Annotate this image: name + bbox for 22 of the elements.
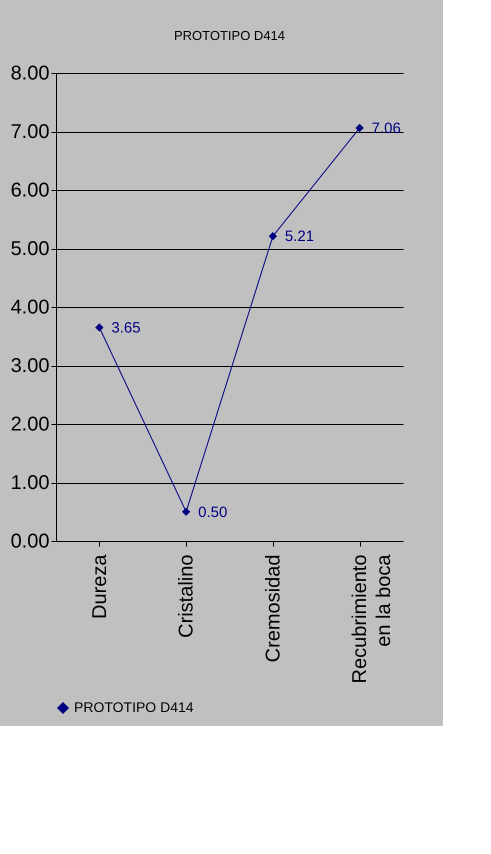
y-tick-label: 2.00 <box>10 414 50 436</box>
y-tick-label: 5.00 <box>10 238 50 260</box>
x-tick-label: Cristalino <box>176 554 198 638</box>
y-tick-label: 1.00 <box>10 472 50 494</box>
y-tick-label: 4.00 <box>10 296 50 318</box>
y-tick-label: 8.00 <box>10 62 50 84</box>
data-label: 0.50 <box>198 504 228 521</box>
x-tick-label: Recubrimiento en la boca <box>349 554 396 684</box>
y-tick-label: 6.00 <box>10 180 50 202</box>
point <box>355 124 364 132</box>
legend-label: PROTOTIPO D414 <box>74 699 194 715</box>
x-tick-label: Cremosidad <box>262 554 284 662</box>
x-tick-label: Dureza <box>88 554 111 619</box>
data-label: 5.21 <box>284 228 314 246</box>
data-label: 3.65 <box>111 319 141 336</box>
point <box>95 323 104 332</box>
y-tick-label: 3.00 <box>10 355 50 377</box>
chart-title: PROTOTIPO D414 <box>174 28 286 43</box>
y-tick-label: 7.00 <box>10 121 50 143</box>
y-tick-label: 0.00 <box>10 530 50 552</box>
point <box>268 232 278 240</box>
point <box>182 508 190 516</box>
